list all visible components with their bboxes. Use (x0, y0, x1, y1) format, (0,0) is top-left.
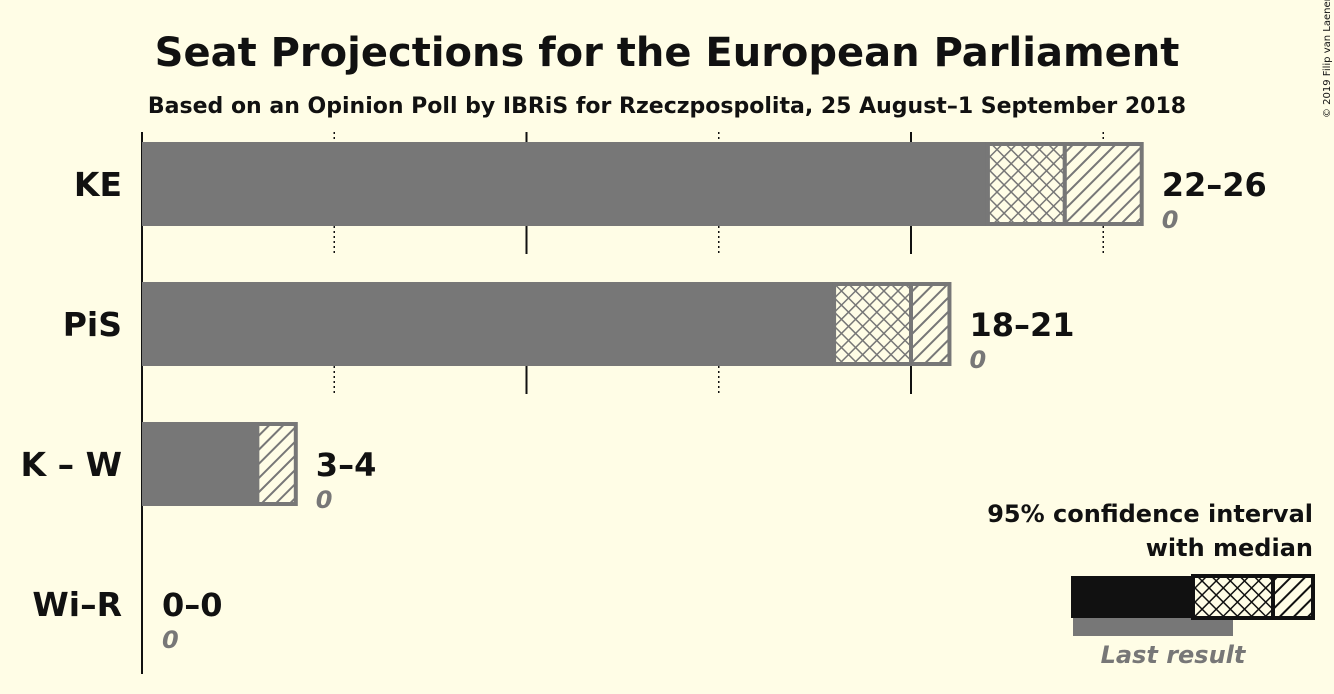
bar-solid-k-w (142, 422, 258, 506)
legend-last-result-label: Last result (1101, 641, 1247, 669)
range-label-pis: 18–21 (969, 306, 1074, 344)
last-result-label-wi-r: 0 (162, 626, 179, 654)
category-label-k-w: K – W (21, 445, 122, 484)
legend-title-line2: with median (1146, 534, 1313, 562)
legend-title-line1: 95% confidence interval (987, 500, 1313, 528)
bar-ci-upper-pis (909, 282, 952, 366)
last-result-label-ke: 0 (1162, 206, 1179, 234)
bar-ci-lower-ke (985, 142, 1067, 226)
bar-solid-pis (142, 282, 835, 366)
chart-title: Seat Projections for the European Parlia… (155, 30, 1180, 76)
range-label-ke: 22–26 (1162, 166, 1267, 204)
legend-ci-median-hatch (1191, 574, 1275, 620)
chart-subtitle: Based on an Opinion Poll by IBRiS for Rz… (148, 94, 1186, 119)
bar-solid-ke (142, 142, 988, 226)
bars-group (142, 142, 1144, 506)
legend-last-result-bar (1073, 616, 1233, 636)
last-result-label-pis: 0 (969, 346, 986, 374)
range-label-wi-r: 0–0 (162, 586, 223, 624)
legend-ci-solid (1071, 576, 1193, 618)
bar-ci-upper-ke (1062, 142, 1144, 226)
range-label-k-w: 3–4 (316, 446, 377, 484)
legend: 95% confidence interval with median Last… (987, 500, 1315, 669)
bar-ci-lower-pis (832, 282, 913, 366)
category-label-wi-r: Wi–R (32, 585, 122, 624)
legend-ci-upper-hatch (1271, 574, 1315, 620)
category-label-pis: PiS (63, 305, 122, 344)
bar-ci-upper-k-w (255, 422, 298, 506)
category-label-ke: KE (74, 165, 122, 204)
copyright-note: © 2019 Filip van Laenen (1322, 0, 1333, 118)
last-result-label-k-w: 0 (316, 486, 333, 514)
